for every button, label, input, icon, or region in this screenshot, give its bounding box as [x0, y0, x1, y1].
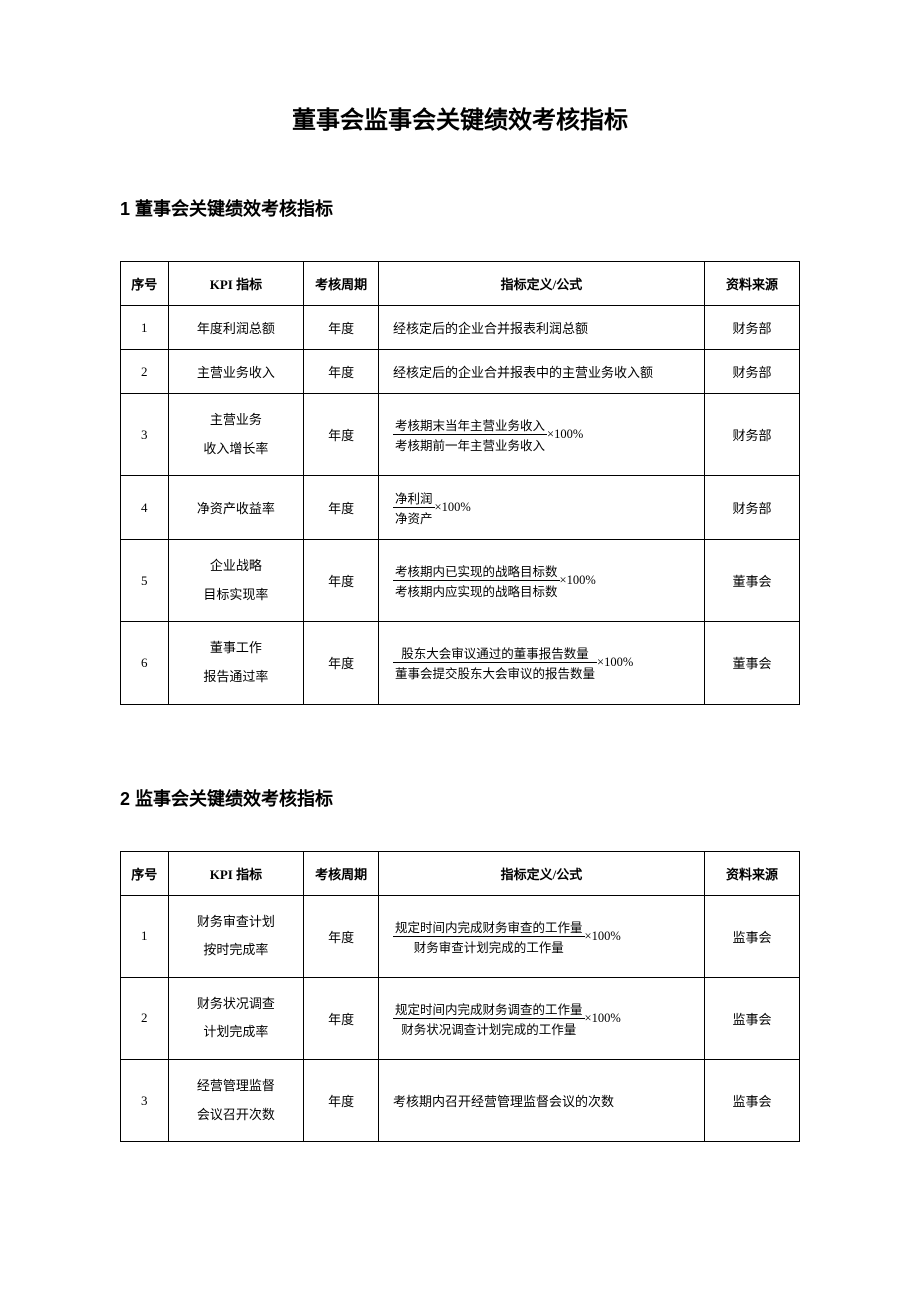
cell-period: 年度 [304, 1059, 379, 1141]
cell-source: 监事会 [704, 1059, 799, 1141]
table-1-header: 序号 KPI 指标 考核周期 指标定义/公式 资料来源 [121, 262, 800, 306]
table-2-body: 1财务审查计划按时完成率年度规定时间内完成财务审查的工作量财务审查计划完成的工作… [121, 895, 800, 1142]
cell-seq: 1 [121, 306, 169, 350]
cell-kpi: 财务状况调查计划完成率 [168, 977, 304, 1059]
th-kpi: KPI 指标 [168, 851, 304, 895]
cell-source: 财务部 [704, 476, 799, 540]
table-2-supervisory: 序号 KPI 指标 考核周期 指标定义/公式 资料来源 1财务审查计划按时完成率… [120, 851, 800, 1143]
th-formula: 指标定义/公式 [379, 262, 705, 306]
cell-formula: 考核期内召开经营管理监督会议的次数 [379, 1059, 705, 1141]
table-2-header: 序号 KPI 指标 考核周期 指标定义/公式 资料来源 [121, 851, 800, 895]
th-source: 资料来源 [704, 851, 799, 895]
cell-period: 年度 [304, 350, 379, 394]
cell-period: 年度 [304, 306, 379, 350]
table-row: 1财务审查计划按时完成率年度规定时间内完成财务审查的工作量财务审查计划完成的工作… [121, 895, 800, 977]
cell-kpi: 年度利润总额 [168, 306, 304, 350]
section-1-heading: 1 董事会关键绩效考核指标 [120, 195, 800, 221]
table-row: 5企业战略目标实现率年度考核期内已实现的战略目标数考核期内应实现的战略目标数×1… [121, 540, 800, 622]
cell-kpi: 财务审查计划按时完成率 [168, 895, 304, 977]
table-row: 2主营业务收入年度经核定后的企业合并报表中的主营业务收入额财务部 [121, 350, 800, 394]
cell-formula: 经核定后的企业合并报表中的主营业务收入额 [379, 350, 705, 394]
cell-period: 年度 [304, 895, 379, 977]
th-kpi: KPI 指标 [168, 262, 304, 306]
cell-seq: 6 [121, 622, 169, 704]
cell-period: 年度 [304, 476, 379, 540]
table-row: 1年度利润总额年度经核定后的企业合并报表利润总额财务部 [121, 306, 800, 350]
th-source: 资料来源 [704, 262, 799, 306]
cell-seq: 2 [121, 977, 169, 1059]
cell-source: 董事会 [704, 622, 799, 704]
th-seq: 序号 [121, 851, 169, 895]
cell-period: 年度 [304, 394, 379, 476]
cell-formula: 规定时间内完成财务审查的工作量财务审查计划完成的工作量×100% [379, 895, 705, 977]
table-1-body: 1年度利润总额年度经核定后的企业合并报表利润总额财务部2主营业务收入年度经核定后… [121, 306, 800, 705]
cell-source: 监事会 [704, 895, 799, 977]
th-period: 考核周期 [304, 262, 379, 306]
cell-formula: 净利润净资产×100% [379, 476, 705, 540]
cell-seq: 3 [121, 1059, 169, 1141]
cell-seq: 4 [121, 476, 169, 540]
cell-source: 财务部 [704, 350, 799, 394]
cell-kpi: 经营管理监督会议召开次数 [168, 1059, 304, 1141]
cell-formula: 股东大会审议通过的董事报告数量董事会提交股东大会审议的报告数量×100% [379, 622, 705, 704]
cell-formula: 考核期末当年主营业务收入考核期前一年主营业务收入×100% [379, 394, 705, 476]
cell-kpi: 净资产收益率 [168, 476, 304, 540]
cell-kpi: 企业战略目标实现率 [168, 540, 304, 622]
page-title: 董事会监事会关键绩效考核指标 [120, 100, 800, 135]
cell-period: 年度 [304, 977, 379, 1059]
cell-source: 财务部 [704, 306, 799, 350]
cell-source: 财务部 [704, 394, 799, 476]
table-row: 3主营业务收入增长率年度考核期末当年主营业务收入考核期前一年主营业务收入×100… [121, 394, 800, 476]
cell-seq: 5 [121, 540, 169, 622]
table-row: 2财务状况调查计划完成率年度规定时间内完成财务调查的工作量财务状况调查计划完成的… [121, 977, 800, 1059]
cell-source: 监事会 [704, 977, 799, 1059]
cell-period: 年度 [304, 622, 379, 704]
cell-kpi: 董事工作报告通过率 [168, 622, 304, 704]
table-1-board: 序号 KPI 指标 考核周期 指标定义/公式 资料来源 1年度利润总额年度经核定… [120, 261, 800, 705]
table-row: 4净资产收益率年度净利润净资产×100%财务部 [121, 476, 800, 540]
cell-seq: 1 [121, 895, 169, 977]
cell-formula: 经核定后的企业合并报表利润总额 [379, 306, 705, 350]
cell-seq: 3 [121, 394, 169, 476]
cell-kpi: 主营业务收入 [168, 350, 304, 394]
cell-formula: 考核期内已实现的战略目标数考核期内应实现的战略目标数×100% [379, 540, 705, 622]
section-2-heading: 2 监事会关键绩效考核指标 [120, 785, 800, 811]
th-formula: 指标定义/公式 [379, 851, 705, 895]
cell-formula: 规定时间内完成财务调查的工作量财务状况调查计划完成的工作量×100% [379, 977, 705, 1059]
cell-seq: 2 [121, 350, 169, 394]
cell-period: 年度 [304, 540, 379, 622]
th-seq: 序号 [121, 262, 169, 306]
table-row: 3经营管理监督会议召开次数年度考核期内召开经营管理监督会议的次数监事会 [121, 1059, 800, 1141]
th-period: 考核周期 [304, 851, 379, 895]
cell-source: 董事会 [704, 540, 799, 622]
table-row: 6董事工作报告通过率年度股东大会审议通过的董事报告数量董事会提交股东大会审议的报… [121, 622, 800, 704]
cell-kpi: 主营业务收入增长率 [168, 394, 304, 476]
